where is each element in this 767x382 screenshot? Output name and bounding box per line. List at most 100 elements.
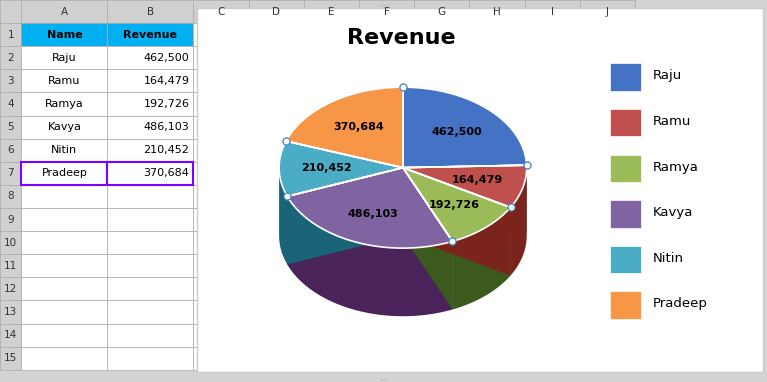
Polygon shape (287, 168, 403, 264)
Bar (580, 92, 635, 115)
Bar (525, 92, 580, 115)
Bar (0, 23, 21, 46)
Bar (304, 185, 359, 208)
Bar (249, 115, 304, 139)
Bar (359, 300, 414, 324)
Bar (469, 231, 525, 254)
Bar (469, 208, 525, 231)
Bar (525, 162, 580, 185)
Bar (0, 208, 21, 231)
Bar (0, 324, 21, 347)
Bar (193, 92, 249, 115)
Text: 370,684: 370,684 (143, 168, 189, 178)
Bar (107, 46, 193, 69)
Bar (359, 254, 414, 277)
Text: 210,452: 210,452 (301, 163, 351, 173)
Bar (414, 208, 469, 231)
Text: 486,103: 486,103 (143, 122, 189, 132)
Bar (107, 70, 193, 92)
Bar (611, 109, 641, 136)
Text: Ramya: Ramya (653, 160, 699, 173)
Bar (414, 324, 469, 347)
Bar (249, 46, 304, 69)
Bar (107, 92, 193, 115)
Bar (580, 0, 635, 23)
Bar (525, 347, 580, 370)
Text: Name: Name (47, 30, 82, 40)
Polygon shape (403, 168, 453, 309)
Bar (359, 23, 414, 46)
Text: 13: 13 (4, 307, 18, 317)
Bar (469, 115, 525, 139)
Bar (304, 139, 359, 162)
Bar (414, 92, 469, 115)
Text: ....: .... (379, 375, 388, 381)
Bar (580, 70, 635, 92)
Polygon shape (279, 141, 403, 196)
Text: 462,500: 462,500 (143, 53, 189, 63)
Text: 6: 6 (8, 145, 14, 155)
Bar (21, 347, 107, 370)
Text: H: H (493, 6, 501, 16)
Bar (525, 23, 580, 46)
Bar (304, 347, 359, 370)
Bar (107, 277, 193, 300)
Bar (193, 0, 249, 23)
Bar (21, 115, 107, 139)
Bar (21, 185, 107, 208)
Bar (414, 162, 469, 185)
Text: Nitin: Nitin (51, 145, 77, 155)
Bar (0, 254, 21, 277)
Bar (525, 185, 580, 208)
Bar (414, 46, 469, 69)
Bar (580, 185, 635, 208)
Bar (0, 115, 21, 139)
Bar (414, 277, 469, 300)
Text: I: I (551, 6, 554, 16)
Bar (525, 231, 580, 254)
Text: ....: .... (379, 1, 388, 7)
Bar (249, 139, 304, 162)
Bar (580, 208, 635, 231)
Bar (249, 277, 304, 300)
Bar (107, 208, 193, 231)
Bar (469, 23, 525, 46)
Text: 3: 3 (8, 76, 14, 86)
Bar (580, 300, 635, 324)
Bar (580, 347, 635, 370)
Bar (414, 23, 469, 46)
Bar (197, 8, 763, 372)
Bar (469, 347, 525, 370)
Polygon shape (453, 207, 511, 309)
Bar (580, 46, 635, 69)
Bar (304, 0, 359, 23)
Bar (21, 92, 107, 115)
Bar (21, 162, 107, 185)
Bar (469, 0, 525, 23)
Bar (359, 46, 414, 69)
Bar (525, 70, 580, 92)
Bar (304, 277, 359, 300)
Bar (249, 208, 304, 231)
Bar (249, 231, 304, 254)
Bar (525, 139, 580, 162)
Bar (580, 162, 635, 185)
Bar (0, 300, 21, 324)
Bar (21, 46, 107, 69)
Bar (580, 277, 635, 300)
Bar (525, 115, 580, 139)
Bar (193, 185, 249, 208)
Text: B: B (146, 6, 154, 16)
Bar (469, 92, 525, 115)
Bar (107, 139, 193, 162)
Bar (193, 208, 249, 231)
Bar (193, 277, 249, 300)
Bar (304, 46, 359, 69)
Text: Raju: Raju (52, 53, 77, 63)
Text: 486,103: 486,103 (348, 209, 399, 219)
Text: A: A (61, 6, 68, 16)
Bar (414, 300, 469, 324)
Text: 164,479: 164,479 (452, 175, 503, 185)
Bar (249, 254, 304, 277)
Bar (304, 324, 359, 347)
